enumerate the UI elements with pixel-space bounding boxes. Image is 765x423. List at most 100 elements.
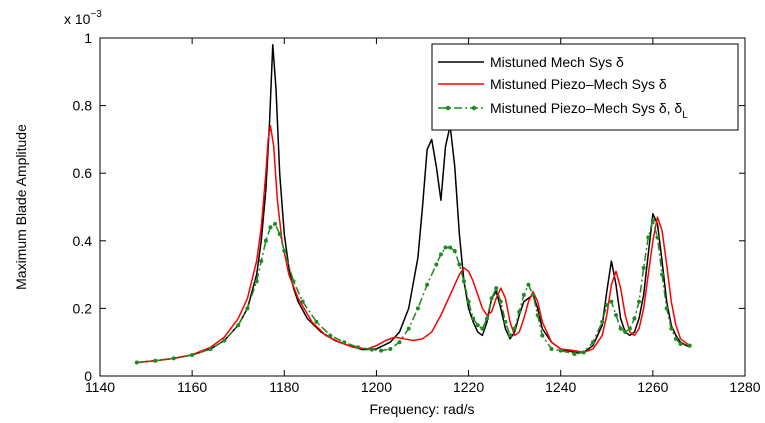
- series-3-point: [291, 279, 296, 284]
- series-3-point: [480, 326, 485, 331]
- series-3-point: [655, 235, 660, 240]
- series-line-3: [136, 219, 690, 364]
- series-3-point: [590, 340, 595, 345]
- series-3-point: [300, 299, 305, 304]
- series-3-point: [521, 292, 526, 297]
- legend: Mistuned Mech Sys δ Mistuned Piezo–Mech …: [431, 43, 739, 131]
- series-3-point: [549, 346, 554, 351]
- series-3-point: [254, 279, 259, 284]
- series-3-point: [503, 319, 508, 324]
- series-3-point: [282, 248, 287, 253]
- series-3-point: [379, 348, 384, 353]
- series-3-point: [461, 279, 466, 284]
- series-3-point: [443, 245, 448, 250]
- series-3-point: [190, 353, 195, 358]
- series-3-point: [581, 350, 586, 355]
- series-3-point: [660, 272, 665, 277]
- series-3-point: [475, 323, 480, 328]
- series-3-point: [466, 299, 471, 304]
- series-3-point: [526, 282, 531, 287]
- x-tick-label: 1180: [269, 379, 299, 395]
- series-3-point: [397, 340, 402, 345]
- series-3-point: [669, 326, 674, 331]
- legend-entry-1: Mistuned Mech Sys δ: [438, 54, 624, 70]
- series-3-point: [637, 299, 642, 304]
- series-3-point: [171, 356, 176, 361]
- series-3-point: [236, 323, 241, 328]
- plot-frame: [99, 37, 746, 377]
- series-3-point: [153, 358, 158, 363]
- series-3-point: [263, 238, 268, 243]
- series-3-point: [535, 313, 540, 318]
- series-3-point: [540, 333, 545, 338]
- series-3-point: [494, 286, 499, 291]
- series-3-point: [406, 326, 411, 331]
- series-3-point: [489, 296, 494, 301]
- y-tick-label: 0.4: [73, 233, 93, 249]
- series-3-point: [632, 316, 637, 321]
- y-tick-label: 1: [84, 30, 92, 46]
- series-3-point: [678, 341, 683, 346]
- legend-entry-3: Mistuned Piezo–Mech Sys δ, δL: [438, 100, 688, 121]
- series-3-point: [572, 352, 577, 357]
- y-multiplier-label: x 10−3: [64, 9, 102, 27]
- series-3-point: [273, 221, 278, 226]
- series-3-point: [664, 306, 669, 311]
- series-3-point: [609, 299, 614, 304]
- series-3-point: [485, 316, 489, 321]
- series-3-point: [448, 245, 453, 250]
- series-3-point: [604, 303, 609, 308]
- series-3-point: [208, 346, 213, 351]
- y-tick-label: 0.2: [73, 300, 93, 316]
- legend-marker-3a: [445, 105, 451, 111]
- series-3-point: [222, 338, 227, 343]
- series-line-1: [136, 44, 691, 364]
- series-3-point: [328, 333, 333, 338]
- series-3-point: [650, 218, 655, 223]
- series-3-point: [277, 232, 282, 237]
- series-3-point: [452, 248, 457, 253]
- series-3-point: [673, 336, 678, 341]
- series-3-point: [245, 306, 250, 311]
- series-3-point: [641, 265, 646, 270]
- series-3-point: [618, 326, 623, 331]
- x-tick-label: 1160: [177, 379, 207, 395]
- y-axis-label: Maximum Blade Amplitude: [13, 124, 29, 290]
- x-tick-label: 1280: [729, 379, 760, 395]
- series-3-point: [627, 326, 632, 331]
- legend-marker-3b: [471, 105, 477, 111]
- series-line-2: [136, 125, 691, 364]
- y-tick-label: 0.6: [73, 165, 93, 181]
- series-3-point: [531, 292, 536, 297]
- series-3-point: [425, 282, 430, 287]
- series-3-point: [614, 313, 618, 318]
- x-tick-label: 1200: [361, 379, 392, 395]
- series-3-point: [471, 316, 476, 321]
- x-tick-label: 1140: [85, 379, 115, 395]
- series-3-point: [268, 225, 273, 230]
- series-3-point: [600, 319, 605, 324]
- series-3-point: [438, 252, 443, 257]
- legend-label-1: Mistuned Mech Sys δ: [490, 54, 624, 70]
- series-3-point: [623, 330, 628, 335]
- x-tick-label: 1220: [453, 379, 484, 395]
- series-3-point: [512, 326, 517, 331]
- y-tick-label: 0: [84, 368, 92, 384]
- series-3-point: [356, 345, 360, 350]
- series-3-point: [687, 343, 692, 348]
- x-tick-label: 1260: [637, 379, 668, 395]
- series-3-point: [508, 333, 513, 338]
- series-3-point: [517, 309, 522, 314]
- x-tick-label: 1240: [545, 379, 576, 395]
- series-3-point: [415, 306, 420, 311]
- y-tick-label: 0.8: [73, 98, 93, 114]
- legend-box: [431, 43, 739, 131]
- legend-entry-2: Mistuned Piezo–Mech Sys δ: [438, 76, 667, 92]
- legend-label-2: Mistuned Piezo–Mech Sys δ: [490, 76, 667, 92]
- series-3-point: [342, 340, 347, 345]
- series-3-point: [134, 360, 139, 365]
- series-3-point: [259, 259, 264, 264]
- series-3-point: [434, 262, 439, 267]
